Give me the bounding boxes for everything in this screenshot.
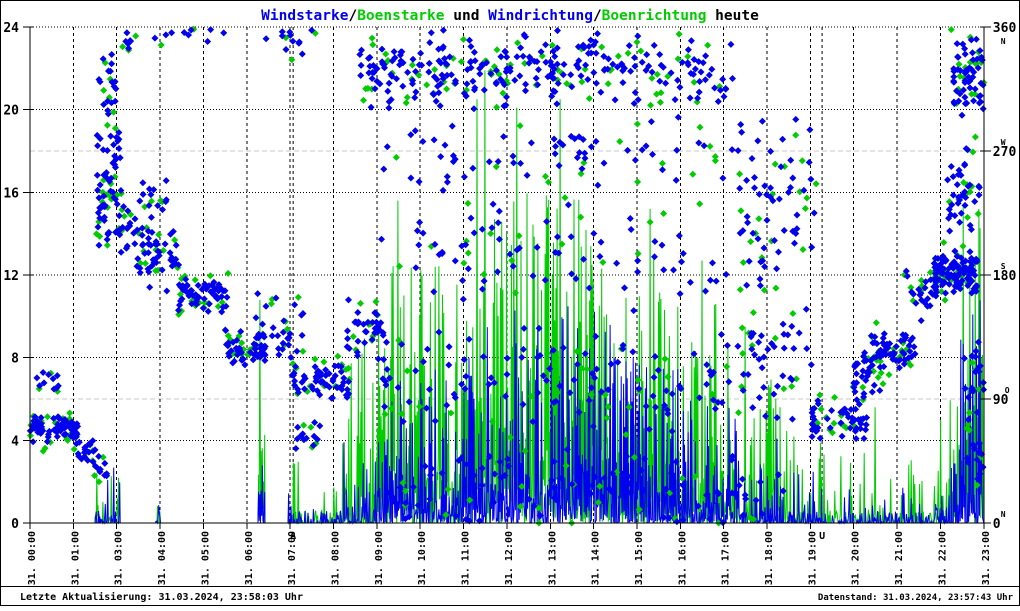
y-left-tick-label: 12: [3, 269, 19, 284]
title-und: und: [445, 8, 489, 24]
x-tick-label: 31. 12:00: [504, 531, 515, 585]
x-tick-label: 31. 13:00: [547, 531, 558, 585]
x-tick-label: 31. 01:00: [70, 531, 81, 585]
y-left-tick-label: 0: [11, 517, 19, 532]
x-tick-label: 31. 09:00: [374, 531, 385, 585]
compass-letter: O: [1005, 386, 1010, 395]
y-left-tick-label: 4: [11, 434, 19, 449]
sun-marker-letter: A: [290, 531, 296, 542]
title-boenrichtung-label: Boenrichtung: [602, 8, 707, 24]
x-tick-label: 31. 19:00: [807, 531, 818, 585]
compass-letter: N: [1001, 37, 1006, 46]
y-right-tick-label: 180: [993, 269, 1017, 284]
x-tick-label: 31. 23:00: [981, 531, 992, 585]
last-update-text: Letzte Aktualisierung: 31.03.2024, 23:58…: [20, 591, 303, 603]
x-tick-label: 31. 15:00: [634, 531, 645, 585]
x-tick-label: 31. 10:00: [417, 531, 428, 585]
axes: [23, 26, 991, 529]
x-tick-label: 31. 14:00: [591, 531, 602, 585]
x-tick-label: 31. 00:00: [27, 531, 38, 585]
title-slash: /: [348, 8, 357, 24]
title-windrichtung-label: Windrichtung: [488, 8, 593, 24]
x-tick-label: 31. 17:00: [721, 531, 732, 585]
x-tick-label: 31. 21:00: [894, 531, 905, 585]
y-left-tick-label: 24: [3, 21, 19, 36]
data-timestamp-text: Datenstand: 31.03.2024, 23:57:43 Uhr: [818, 593, 1014, 603]
title-slash2: /: [593, 8, 602, 24]
y-right-tick-label: 90: [993, 393, 1009, 408]
y-left-tick-label: 8: [11, 352, 19, 367]
y-right-tick-label: 270: [993, 145, 1017, 160]
y-left-tick-label: 16: [3, 186, 19, 201]
chart-title: Windstarke/Boenstarke und Windrichtung/B…: [261, 8, 759, 24]
x-tick-label: 31. 05:00: [200, 531, 211, 585]
compass-letter: W: [1001, 138, 1006, 147]
title-windstarke-label: Windstarke: [261, 8, 349, 24]
y-right-tick-label: 0: [993, 517, 1001, 532]
title-heute: heute: [706, 8, 759, 24]
x-tick-label: 31. 07:00: [287, 531, 298, 585]
title-boenstarke-label: Boenstarke: [357, 8, 445, 24]
x-tick-label: 31. 22:00: [937, 531, 948, 585]
x-tick-label: 31. 06:00: [244, 531, 255, 585]
x-tick-label: 31. 18:00: [764, 531, 775, 585]
y-right-tick-label: 360: [993, 21, 1017, 36]
x-tick-label: 31. 04:00: [157, 531, 168, 585]
x-tick-label: 31. 03:00: [114, 531, 125, 585]
x-tick-label: 31. 16:00: [677, 531, 688, 585]
x-tick-label: 31. 11:00: [461, 531, 472, 585]
x-tick-label: 31. 08:00: [331, 531, 342, 585]
compass-letter: N: [1001, 510, 1006, 519]
x-tick-label: 31. 20:00: [851, 531, 862, 585]
compass-letter: S: [1001, 262, 1006, 271]
sun-marker-letter: U: [819, 531, 825, 542]
y-left-tick-label: 20: [3, 104, 19, 119]
